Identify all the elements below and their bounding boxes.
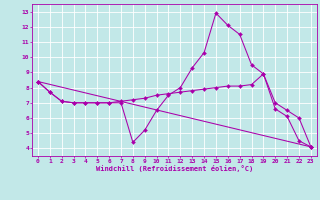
X-axis label: Windchill (Refroidissement éolien,°C): Windchill (Refroidissement éolien,°C) [96, 165, 253, 172]
